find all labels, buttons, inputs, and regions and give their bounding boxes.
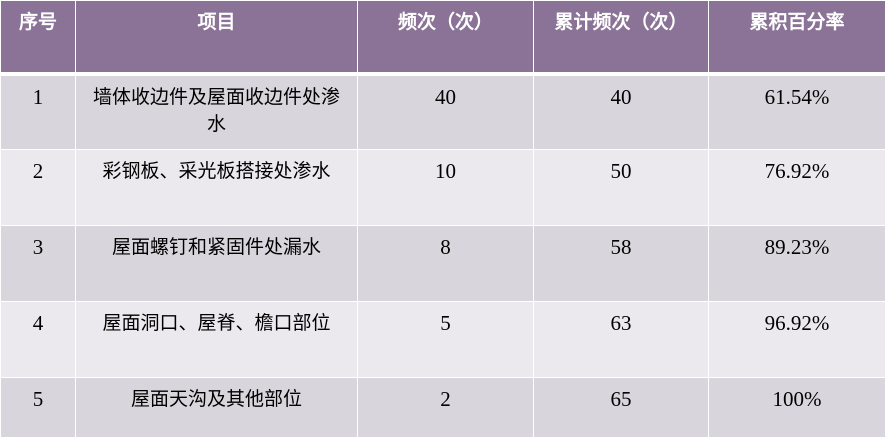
table-row: 5 屋面天沟及其他部位 2 65 100% [0,377,885,438]
cell-cumulative-frequency: 58 [533,225,709,302]
header-item: 项目 [75,0,358,76]
cell-cumulative-frequency: 40 [533,73,709,150]
header-cumulative-percent: 累积百分率 [708,0,885,76]
cell-frequency: 10 [357,149,534,226]
cell-frequency: 8 [357,225,534,302]
table-row: 4 屋面洞口、屋脊、檐口部位 5 63 96.92% [0,301,885,378]
cell-cumulative-frequency: 50 [533,149,709,226]
cell-frequency: 2 [357,377,534,438]
cell-cumulative-percent: 100% [708,377,885,438]
cell-item: 屋面天沟及其他部位 [75,377,358,438]
cell-index: 1 [0,73,76,150]
cell-cumulative-percent: 89.23% [708,225,885,302]
table-row: 2 彩钢板、采光板搭接处渗水 10 50 76.92% [0,149,885,226]
cell-item: 屋面螺钉和紧固件处漏水 [75,225,358,302]
table-row: 3 屋面螺钉和紧固件处漏水 8 58 89.23% [0,225,885,302]
cell-cumulative-percent: 96.92% [708,301,885,378]
header-frequency: 频次（次） [357,0,534,76]
cell-item: 墙体收边件及屋面收边件处渗水 [75,73,358,150]
header-index: 序号 [0,0,76,76]
cell-index: 4 [0,301,76,378]
cell-frequency: 40 [357,73,534,150]
cell-cumulative-percent: 76.92% [708,149,885,226]
cell-frequency: 5 [357,301,534,378]
cell-cumulative-frequency: 63 [533,301,709,378]
table-row: 1 墙体收边件及屋面收边件处渗水 40 40 61.54% [0,73,885,150]
cell-index: 5 [0,377,76,438]
header-cumulative-frequency: 累计频次（次） [533,0,709,76]
cell-index: 3 [0,225,76,302]
cell-index: 2 [0,149,76,226]
cell-item: 屋面洞口、屋脊、檐口部位 [75,301,358,378]
cell-item: 彩钢板、采光板搭接处渗水 [75,149,358,226]
header-row: 序号 项目 频次（次） 累计频次（次） 累积百分率 [0,0,885,76]
cell-cumulative-frequency: 65 [533,377,709,438]
cell-cumulative-percent: 61.54% [708,73,885,150]
